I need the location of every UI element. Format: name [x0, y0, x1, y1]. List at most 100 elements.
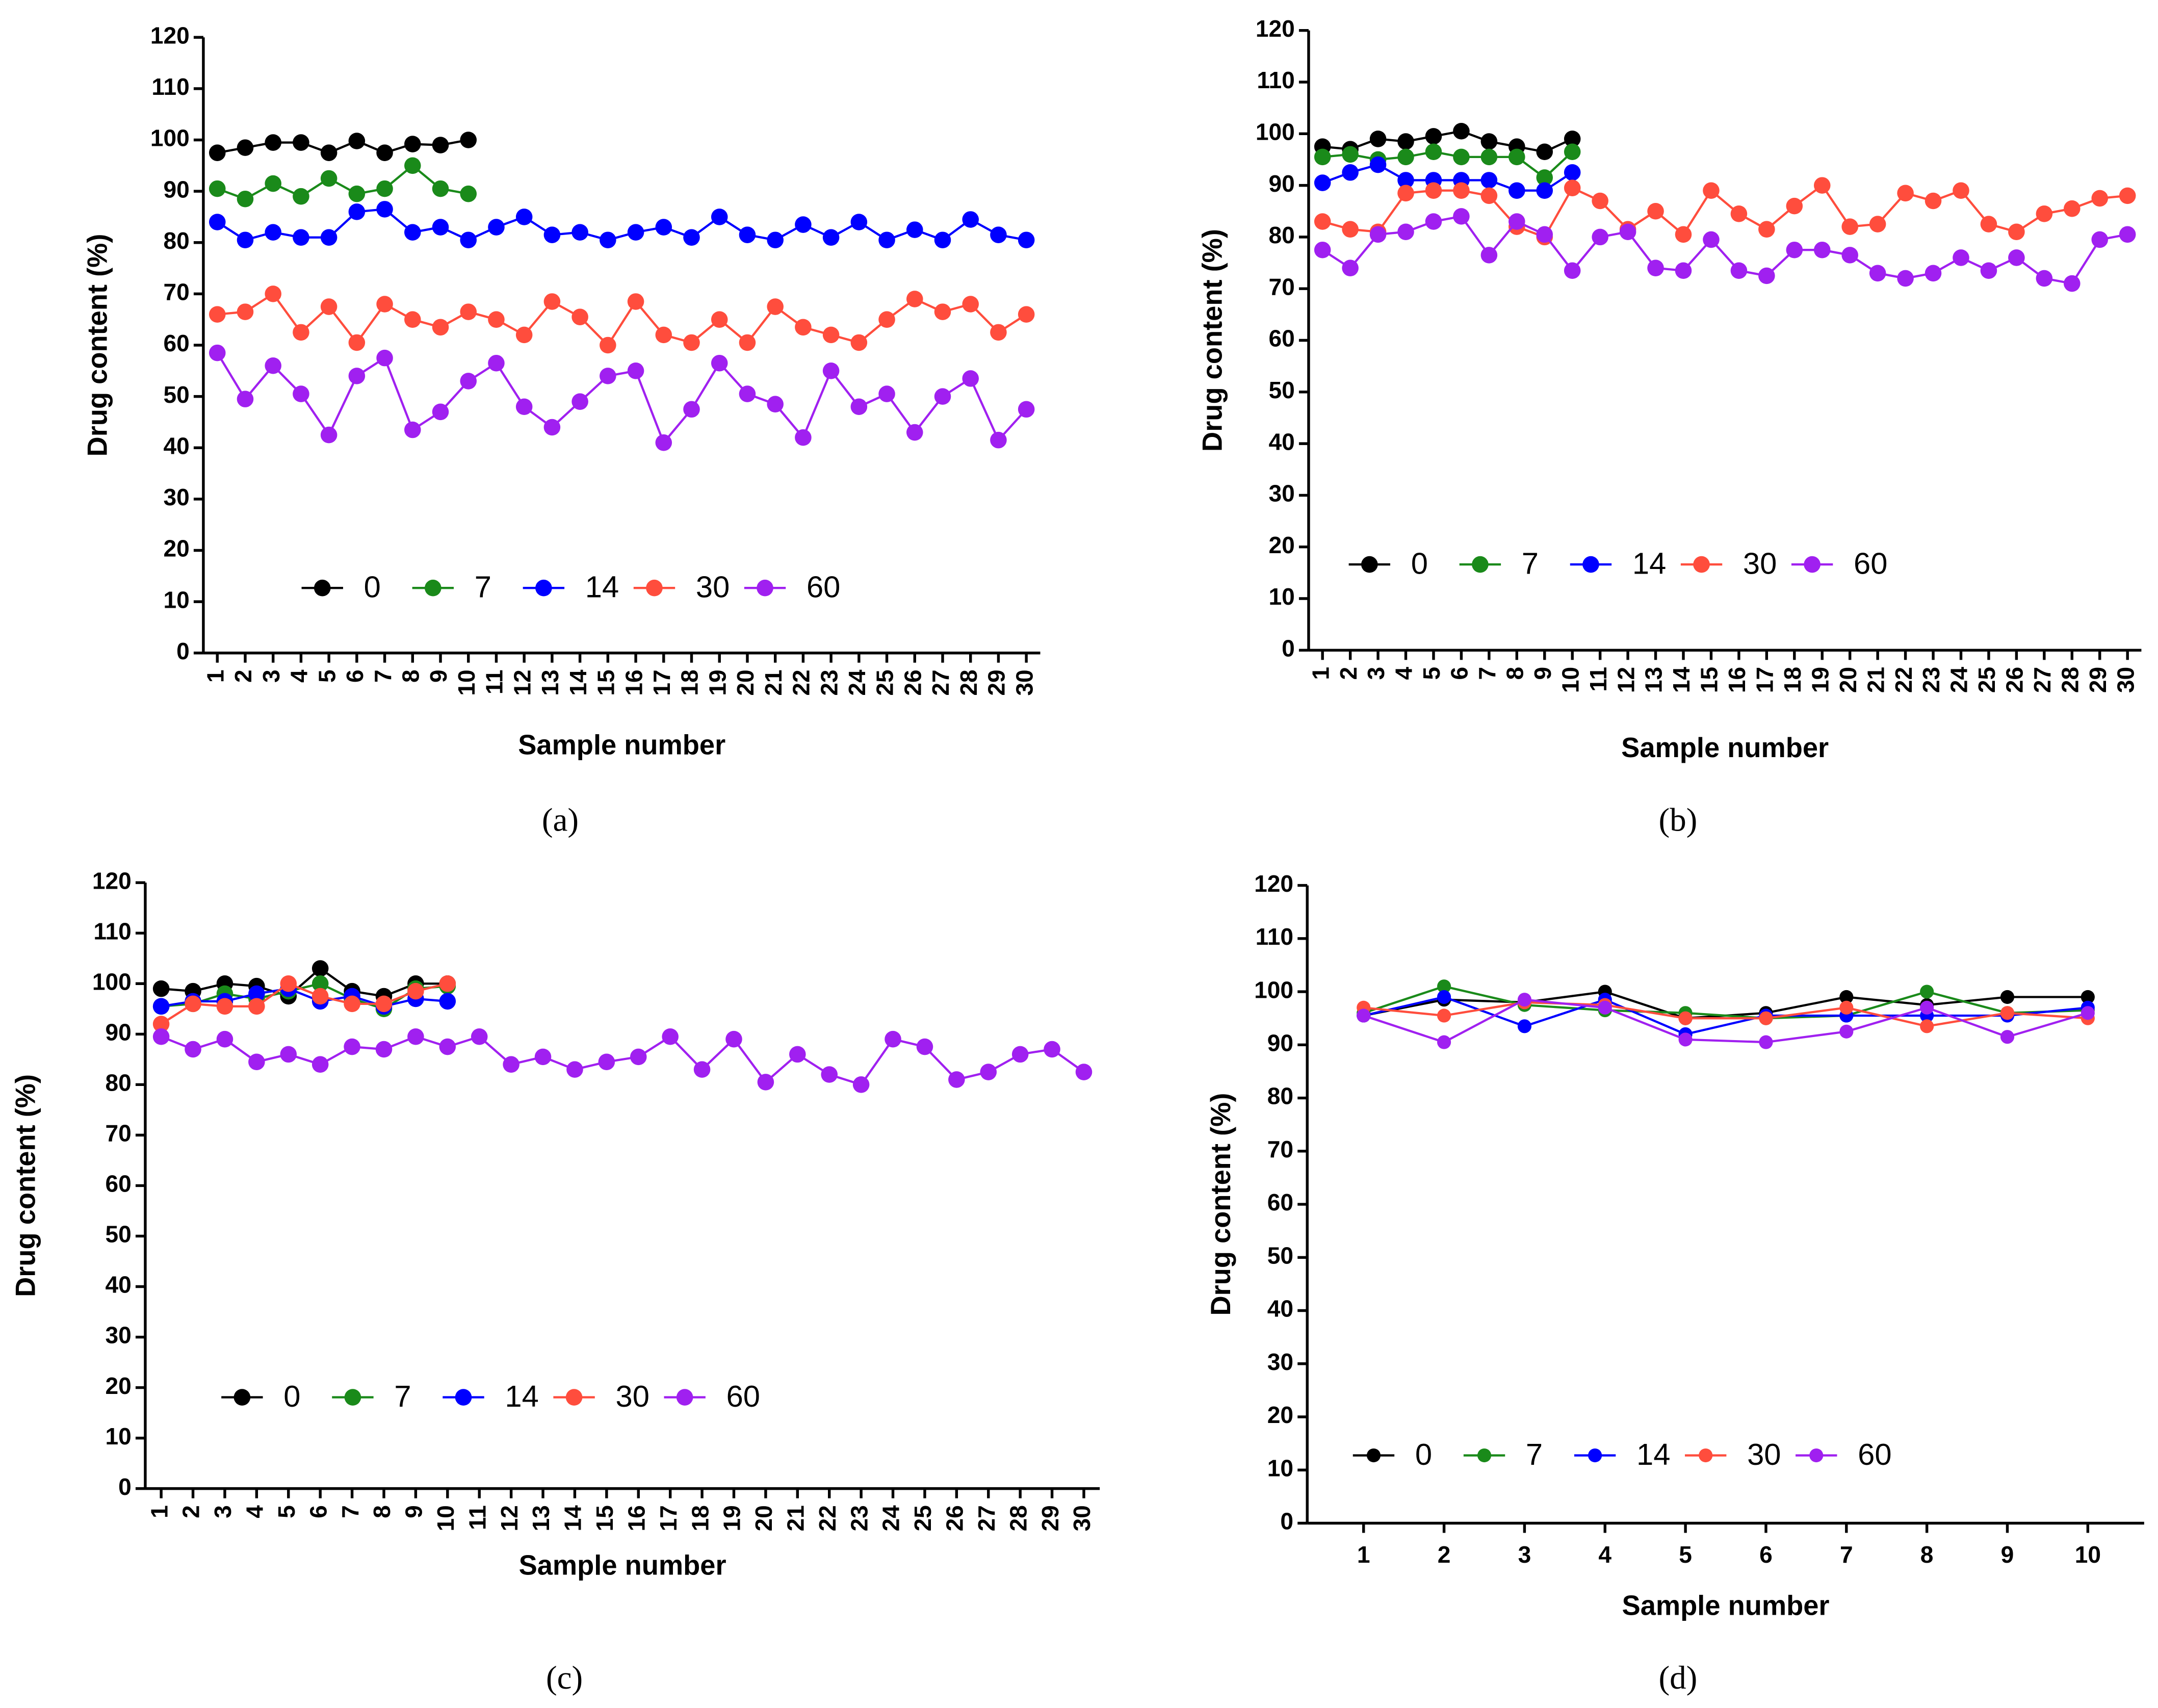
data-point — [348, 334, 366, 351]
data-point — [878, 231, 895, 249]
data-point — [460, 231, 477, 249]
data-point — [515, 326, 533, 344]
y-tick-label: 50 — [163, 381, 189, 408]
data-point — [1437, 990, 1451, 1004]
data-point — [439, 993, 456, 1010]
x-tick-label: 14 — [565, 669, 591, 696]
data-point — [1839, 1024, 1854, 1039]
data-point — [1786, 241, 1803, 258]
data-point — [1536, 169, 1553, 186]
legend-label: 0 — [1415, 1437, 1432, 1471]
y-tick-label: 110 — [93, 918, 131, 944]
x-axis-title: Sample number — [1622, 1590, 1830, 1621]
data-point — [2036, 270, 2053, 287]
data-point — [906, 221, 923, 238]
y-tick-label: 100 — [1254, 976, 1293, 1003]
x-tick-label: 13 — [528, 1505, 554, 1531]
legend-label: 14 — [585, 570, 619, 604]
y-tick-label: 30 — [1267, 1349, 1293, 1375]
data-point — [1839, 990, 1854, 1004]
data-point — [1678, 1011, 1693, 1025]
data-point — [293, 229, 309, 246]
data-point — [655, 219, 672, 236]
x-axis-title: Sample number — [519, 1550, 726, 1581]
y-tick-label: 90 — [163, 176, 189, 202]
data-point — [2064, 275, 2081, 292]
data-point — [962, 211, 979, 228]
data-point — [1678, 1032, 1693, 1047]
series-line — [217, 208, 1027, 242]
x-tick-label: 17 — [1752, 667, 1778, 693]
series-line — [160, 982, 448, 1025]
x-tick-label: 11 — [1585, 667, 1611, 692]
y-tick-label: 110 — [1257, 67, 1294, 93]
x-tick-label: 29 — [1037, 1505, 1063, 1531]
y-tick-label: 100 — [1256, 118, 1295, 145]
data-point — [1480, 172, 1498, 189]
data-point — [320, 144, 337, 161]
y-tick-label: 20 — [106, 1373, 132, 1399]
data-point — [693, 1061, 711, 1078]
x-tick-label: 10 — [453, 669, 480, 695]
x-tick-label: 20 — [750, 1505, 777, 1531]
data-point — [1920, 1000, 1934, 1015]
data-point — [2091, 231, 2109, 248]
panel-caption: (c) — [546, 1660, 583, 1696]
data-point — [293, 324, 309, 341]
data-point — [1730, 262, 1748, 279]
x-tick-label: 6 — [305, 1505, 331, 1518]
data-point — [1425, 213, 1442, 230]
x-tick-label: 18 — [677, 669, 703, 695]
y-tick-label: 20 — [1268, 532, 1294, 558]
x-tick-label: 3 — [258, 669, 284, 683]
panel-caption: (a) — [542, 801, 579, 838]
data-point — [1953, 182, 1969, 199]
data-point — [1647, 260, 1664, 276]
data-point — [990, 226, 1007, 243]
data-point — [432, 403, 449, 421]
data-point — [683, 229, 700, 246]
y-tick-label: 0 — [176, 638, 190, 664]
data-point — [2064, 200, 2081, 217]
data-point — [1897, 270, 1914, 287]
x-tick-label: 26 — [899, 669, 926, 695]
x-tick-label: 17 — [648, 669, 675, 695]
y-tick-label: 0 — [1280, 1508, 1293, 1535]
legend-label: 0 — [1411, 547, 1428, 581]
data-point — [1598, 1000, 1612, 1015]
data-point — [404, 421, 421, 438]
data-point — [571, 224, 588, 241]
x-tick-label: 9 — [425, 669, 452, 683]
data-point — [1018, 401, 1035, 418]
data-point — [1437, 1008, 1451, 1023]
data-point — [265, 286, 281, 302]
data-point — [2008, 223, 2025, 241]
data-point — [1517, 993, 1531, 1007]
x-tick-label: 1 — [146, 1505, 172, 1518]
y-tick-label: 10 — [1268, 583, 1294, 610]
data-point — [821, 1066, 838, 1083]
x-tick-label: 15 — [593, 669, 619, 695]
data-point — [1980, 262, 1997, 279]
data-point — [850, 334, 868, 351]
data-point — [1357, 1008, 1371, 1023]
series-line — [216, 352, 1027, 445]
data-point — [471, 1028, 488, 1045]
data-point — [822, 326, 840, 344]
legend-marker — [1361, 556, 1378, 573]
series-line — [1322, 150, 1573, 179]
legend-marker — [565, 1389, 583, 1406]
legend-label: 7 — [475, 570, 491, 604]
y-tick-label: 0 — [118, 1473, 132, 1500]
data-point — [344, 995, 360, 1013]
data-point — [600, 231, 616, 249]
data-point — [1592, 228, 1608, 246]
data-point — [1869, 265, 1886, 282]
data-point — [725, 1030, 742, 1048]
data-point — [878, 311, 895, 328]
data-point — [1342, 260, 1359, 276]
data-point — [280, 975, 297, 992]
y-tick-label: 110 — [151, 73, 189, 100]
data-point — [1841, 218, 1858, 235]
